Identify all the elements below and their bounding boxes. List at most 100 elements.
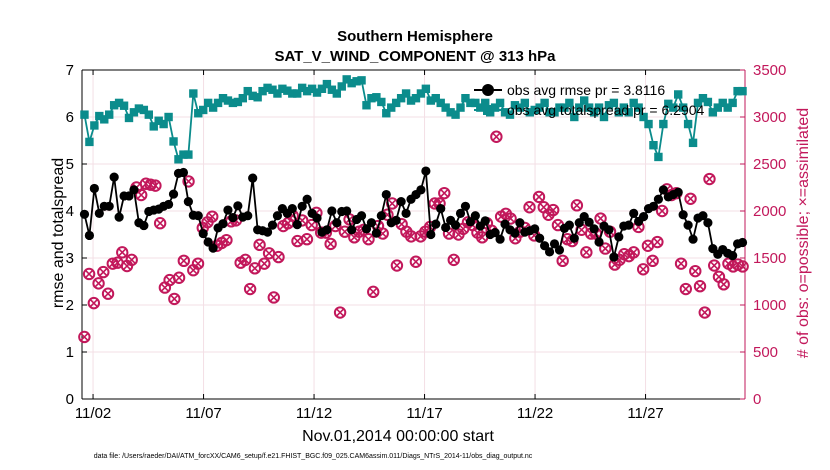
totalspread-point — [530, 105, 539, 115]
totalspread-point — [471, 98, 480, 108]
rmse-point — [381, 189, 391, 200]
obs-possible-point — [627, 246, 640, 259]
obs-possible-point — [191, 257, 205, 270]
obs-assimilated-point — [208, 212, 217, 221]
obs-assimilated-point — [705, 175, 714, 184]
x-tick-label: 11/02 — [75, 405, 111, 422]
rmse-point — [535, 233, 545, 243]
obs-possible-point — [272, 250, 285, 264]
rmse-point — [243, 211, 253, 221]
totalspread-point — [500, 108, 510, 117]
totalspread-point — [416, 89, 426, 98]
totalspread-point — [515, 103, 525, 112]
obs-assimilated-point — [279, 222, 288, 231]
rmse-point — [658, 185, 668, 195]
obs-assimilated-point — [643, 241, 652, 250]
obs-assimilated-point — [549, 206, 558, 215]
obs-assimilated-point — [572, 201, 581, 210]
obs-assimilated-point — [118, 248, 127, 257]
rmse-point — [391, 215, 401, 225]
rmse-point — [431, 219, 441, 229]
rmse-point — [228, 212, 238, 223]
rmse-point — [737, 237, 748, 248]
obs-assimilated-point — [620, 250, 629, 259]
rmse-point — [683, 220, 693, 230]
plot-area: 11/02 11/07 11/12 11/17 11/22 11/27 0 1 2 3 4 5 6 7 0 5… — [66, 62, 787, 422]
obs-possible-point — [134, 188, 148, 202]
totalspread-point — [342, 75, 351, 84]
obs-assimilated-point — [89, 299, 98, 308]
obs-possible-point — [206, 210, 219, 223]
obs-possible-point — [362, 233, 375, 246]
totalspread-point — [347, 78, 356, 88]
rmse-point — [297, 201, 307, 211]
rmse-point — [455, 208, 466, 218]
obs-possible-point — [220, 233, 233, 247]
obs-possible-point — [523, 201, 536, 214]
totalspread-point — [411, 94, 421, 103]
totalspread-point — [436, 98, 445, 108]
obs-assimilated-point — [302, 235, 311, 244]
rmse-point — [465, 217, 475, 227]
obs-possible-point — [305, 218, 318, 232]
obs-possible-point — [97, 265, 110, 279]
totalspread-point — [510, 101, 520, 110]
obs-possible-point — [248, 262, 262, 275]
obs-assimilated-point — [506, 214, 515, 223]
obs-assimilated-point — [369, 287, 378, 296]
rmse-point — [515, 218, 525, 228]
totalspread-point — [268, 85, 277, 94]
rmse-point — [441, 222, 451, 233]
totalspread-point — [387, 103, 396, 112]
obs-possible-point — [504, 212, 517, 225]
obs-assimilated-point — [525, 203, 534, 212]
totalspread-point — [589, 108, 599, 117]
obs-assimilated-point — [293, 237, 302, 246]
totalspread-point — [520, 98, 530, 108]
obs-possible-point — [87, 296, 101, 310]
totalspread-point — [218, 94, 228, 103]
rmse-point — [356, 211, 367, 221]
obs-assimilated-point — [440, 189, 449, 198]
y-tick-label-left: 4 — [66, 203, 74, 220]
totalspread-point — [278, 84, 287, 93]
rmse-point — [248, 173, 258, 183]
obs-possible-point — [172, 271, 186, 284]
totalspread-point — [495, 98, 505, 108]
totalspread-point — [708, 108, 718, 117]
totalspread-point — [693, 98, 703, 108]
totalspread-point — [466, 98, 475, 108]
rmse-point — [233, 201, 243, 211]
rmse-point — [638, 212, 649, 222]
obs-assimilated-point — [497, 212, 506, 221]
rmse-point — [332, 218, 342, 228]
totalspread-point — [426, 96, 436, 105]
obs-possible-point — [367, 285, 380, 299]
rmse-point — [609, 252, 619, 262]
obs-assimilated-point — [691, 267, 700, 276]
y-tick-label-right: 2500 — [753, 156, 786, 173]
obs-assimilated-point — [738, 262, 747, 271]
rmse-point — [698, 211, 708, 221]
totalspread-point — [223, 96, 233, 105]
obs-possible-point — [333, 306, 347, 319]
totalspread-point — [490, 103, 500, 112]
y-axis-label-right: # of obs: o=possible; ×=assimilated — [795, 108, 812, 358]
rmse-point — [629, 208, 639, 218]
rmse-point — [163, 199, 174, 210]
obs-possible-point — [674, 257, 688, 270]
x-tick-label: 11/07 — [185, 405, 221, 422]
totalspread-point — [575, 103, 584, 112]
obs-assimilated-point — [127, 255, 136, 264]
totalspread-point — [649, 141, 658, 150]
y-tick-label-left: 2 — [66, 297, 74, 314]
obs-assimilated-point — [558, 256, 567, 265]
rmse-point — [89, 183, 99, 194]
obs-possible-point — [447, 253, 460, 267]
totalspread-point — [728, 98, 737, 108]
totalspread-point — [154, 116, 163, 125]
totalspread-point — [377, 97, 386, 107]
y-tick-label-left: 6 — [66, 109, 74, 126]
obs-possible-point — [78, 330, 91, 344]
rmse-point — [84, 230, 95, 241]
